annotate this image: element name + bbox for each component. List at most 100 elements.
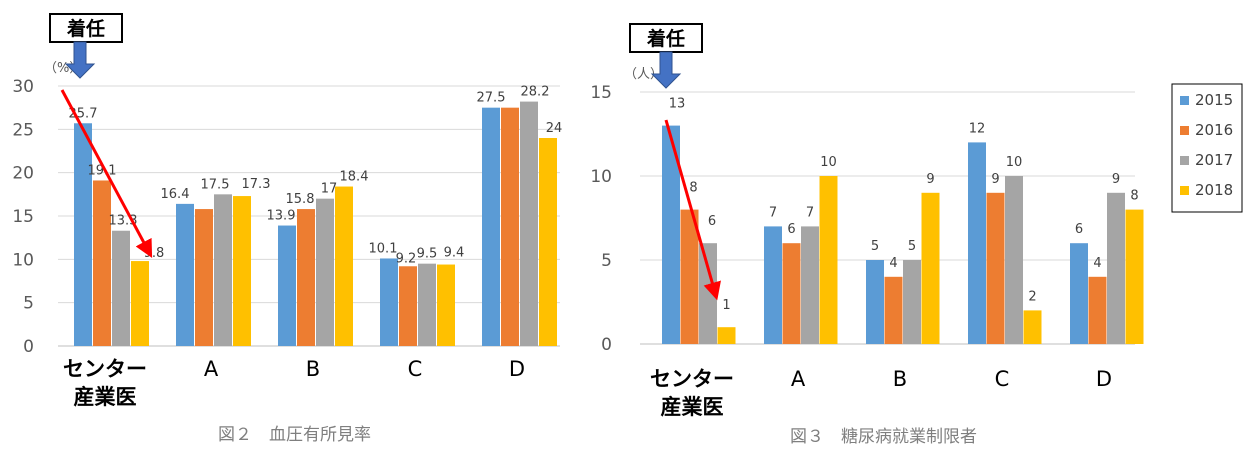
category-label: A [204, 357, 219, 381]
y-axis-unit: （人） [624, 67, 663, 82]
y-tick-label: 30 [12, 77, 34, 97]
data-label: 7 [769, 205, 777, 220]
category-label: B [893, 367, 907, 391]
bar [782, 243, 801, 344]
y-tick-label: 15 [12, 207, 34, 227]
bar [112, 230, 130, 346]
category-label: D [1096, 367, 1112, 391]
bar [131, 261, 149, 346]
category-label: A [791, 367, 806, 391]
data-label: 9.5 [417, 247, 438, 262]
y-tick-label: 10 [12, 250, 34, 270]
legend-swatch [1180, 186, 1189, 195]
data-label: 13 [669, 97, 686, 112]
bar [520, 101, 538, 346]
y-tick-label: 10 [590, 167, 612, 187]
bar [233, 196, 251, 346]
data-label: 16.4 [161, 187, 190, 202]
bar [278, 225, 296, 346]
down-arrow-icon [650, 51, 682, 89]
bar [176, 203, 194, 346]
data-label: 6 [1075, 222, 1083, 237]
bar [418, 263, 436, 346]
category-label: D [509, 357, 525, 381]
legend-swatch [1180, 156, 1189, 165]
data-label: 8 [689, 181, 697, 196]
y-tick-label: 5 [601, 251, 612, 271]
data-label: 4 [1093, 256, 1101, 271]
legend-label: 2017 [1195, 151, 1233, 169]
annotation-box [49, 13, 123, 43]
legend-box [1171, 83, 1243, 213]
data-label: 8 [1130, 189, 1138, 204]
bar [717, 327, 736, 344]
bar [801, 226, 819, 344]
category-label: センター [650, 367, 734, 391]
y-tick-label: 5 [23, 294, 34, 314]
category-label: C [995, 367, 1010, 391]
bar [335, 186, 353, 346]
bar [662, 125, 680, 344]
bar [986, 192, 1005, 344]
data-label: 17.5 [201, 177, 230, 192]
y-tick-label: 0 [601, 335, 612, 355]
bar [297, 209, 315, 346]
legend-label: 2018 [1195, 181, 1233, 199]
data-label: 1 [722, 298, 730, 313]
data-label: 19.1 [88, 163, 117, 178]
bar [1125, 209, 1144, 344]
data-label: 17 [321, 182, 338, 197]
data-label: 9.2 [396, 251, 417, 266]
category-label: 産業医 [74, 385, 137, 409]
bar [399, 266, 417, 346]
data-label: 2 [1028, 289, 1036, 304]
data-label: 18.4 [340, 170, 369, 185]
bar [819, 176, 838, 344]
category-label: センター [63, 357, 147, 381]
diabetes-restriction-chart: 051015（人）13861センター産業医76710A5459B129102C6… [590, 23, 1243, 447]
blood-pressure-chart: 051015202530（%）25.719.113.39.8センター産業医16.… [12, 13, 563, 445]
bar [195, 209, 213, 346]
bar [380, 258, 398, 346]
y-tick-label: 20 [12, 164, 34, 184]
data-label: 12 [969, 121, 986, 136]
data-label: 10 [1006, 155, 1023, 170]
data-label: 24 [546, 121, 563, 136]
bar [93, 180, 111, 346]
data-label: 9 [1112, 172, 1120, 187]
legend-label: 2015 [1195, 91, 1233, 109]
data-label: 4 [889, 256, 897, 271]
category-label: C [408, 357, 423, 381]
bar [316, 198, 334, 346]
bar [501, 107, 519, 347]
bar [680, 209, 699, 344]
bar [866, 260, 884, 344]
bar [214, 194, 232, 346]
data-label: 6 [708, 214, 716, 229]
data-label: 13.9 [267, 209, 296, 224]
bar [921, 192, 940, 344]
down-arrow-icon [64, 41, 96, 79]
trend-arrow [60, 89, 153, 258]
data-label: 10.1 [369, 241, 398, 256]
bar [539, 138, 557, 346]
annotation-box [629, 23, 703, 53]
bar [1070, 243, 1088, 344]
legend-swatch [1180, 96, 1189, 105]
data-label: 5 [871, 239, 879, 254]
bar [1088, 276, 1107, 344]
category-label: 産業医 [661, 395, 724, 419]
data-label: 9 [991, 172, 999, 187]
bar [884, 276, 903, 344]
bar [968, 142, 986, 344]
chart-title: 図２ 血圧有所見率 [218, 425, 371, 445]
data-label: 9 [926, 172, 934, 187]
data-label: 9.4 [444, 246, 465, 261]
bar [437, 264, 455, 346]
y-tick-label: 0 [23, 337, 34, 357]
data-label: 17.3 [242, 177, 271, 192]
data-label: 10 [820, 155, 837, 170]
annotation-text: 着任 [67, 17, 105, 40]
chart-title: 図３ 糖尿病就業制限者 [790, 427, 977, 447]
data-label: 6 [787, 222, 795, 237]
